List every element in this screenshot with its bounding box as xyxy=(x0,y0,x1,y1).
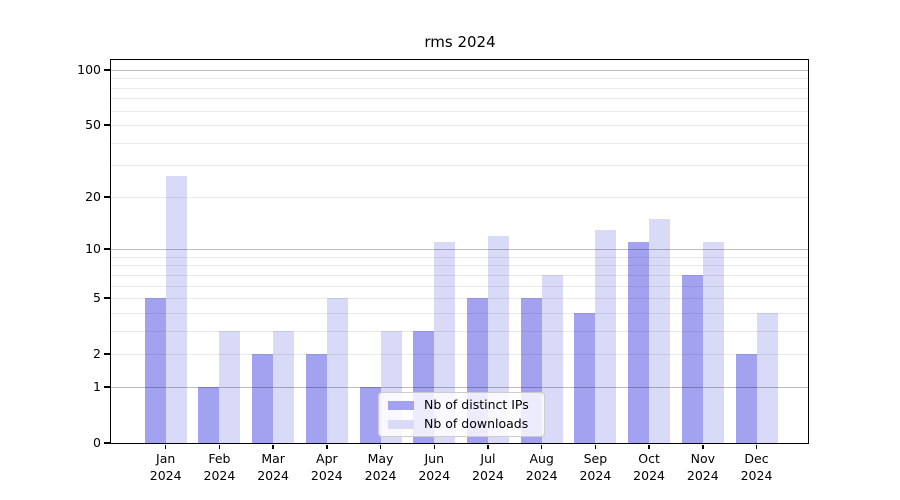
gridline-minor xyxy=(111,256,808,258)
legend-entry-downloads: Nb of downloads xyxy=(388,417,535,431)
gridline-minor xyxy=(111,125,808,127)
bar-distinct-ips-dec xyxy=(735,354,757,443)
gridline-minor xyxy=(111,78,808,80)
x-tick-mark xyxy=(487,444,489,449)
x-tick-mark xyxy=(433,444,435,449)
gridline-minor xyxy=(111,98,808,100)
bar-downloads-feb xyxy=(219,330,241,443)
gridline-minor xyxy=(111,285,808,287)
y-tick-mark xyxy=(104,442,110,444)
x-tick-mark xyxy=(755,444,758,449)
y-tick-label: 20 xyxy=(85,188,101,204)
x-tick-label: May 2024 xyxy=(364,451,397,483)
y-tick-mark xyxy=(104,248,110,250)
y-tick-label: 2 xyxy=(93,346,101,362)
plot-area: 100 50 20 10 5 2 1 0 Jan 2024 Feb 2024 Mar 2024 Apr 202… xyxy=(77,59,809,483)
y-tick-label: 50 xyxy=(85,117,101,133)
bar-distinct-ips-mar xyxy=(252,354,274,443)
legend-swatch-downloads xyxy=(388,419,414,429)
x-tick-label: Feb 2024 xyxy=(203,451,236,483)
x-tick-label: Jul 2024 xyxy=(472,451,504,483)
legend-label-downloads: Nb of downloads xyxy=(424,416,529,431)
y-tick-mark xyxy=(104,69,110,71)
x-tick-label: Mar 2024 xyxy=(257,451,290,483)
bar-downloads-oct xyxy=(649,218,671,443)
y-tick-label: 100 xyxy=(77,61,101,77)
chart-title: rms 2024 xyxy=(424,33,496,51)
bar-distinct-ips-may xyxy=(359,386,381,443)
y-tick-label: 1 xyxy=(93,378,101,394)
gridline-minor xyxy=(111,312,808,314)
x-tick-label: Jun 2024 xyxy=(418,451,451,483)
x-tick-label: Apr 2024 xyxy=(310,451,343,483)
gridline-minor xyxy=(111,330,808,332)
x-tick-label: Dec 2024 xyxy=(740,451,773,483)
x-tick-label: Aug 2024 xyxy=(525,451,558,483)
x-tick-label: Oct 2024 xyxy=(633,451,665,483)
gridline-minor xyxy=(111,110,808,112)
x-tick-mark xyxy=(272,444,274,449)
x-tick-mark xyxy=(594,444,597,449)
gridline-minor xyxy=(111,196,808,198)
x-tick-mark xyxy=(164,444,167,449)
x-tick-mark xyxy=(648,444,650,449)
bar-downloads-jan xyxy=(165,176,187,443)
legend: Nb of distinct IPs Nb of downloads xyxy=(378,392,545,437)
bar-downloads-mar xyxy=(273,330,295,443)
bar-distinct-ips-jan xyxy=(144,298,166,443)
x-tick-mark xyxy=(379,444,382,449)
gridline-minor xyxy=(111,87,808,89)
bar-downloads-aug xyxy=(541,274,563,443)
bar-downloads-sep xyxy=(595,229,617,443)
x-tick-label: Nov 2024 xyxy=(686,451,719,483)
bar-downloads-apr xyxy=(326,298,348,443)
gridline-major xyxy=(111,69,808,71)
y-tick-mark xyxy=(104,386,110,388)
x-tick-mark xyxy=(218,444,221,449)
gridline-minor xyxy=(111,354,808,356)
x-tick-label: Jan 2024 xyxy=(149,451,182,483)
gridline-major xyxy=(111,249,808,251)
y-tick-label: 10 xyxy=(85,241,101,257)
bar-downloads-nov xyxy=(702,242,724,443)
y-tick-mark xyxy=(104,124,110,126)
bar-distinct-ips-sep xyxy=(574,312,596,443)
y-tick-label: 5 xyxy=(93,290,101,306)
legend-label-distinct-ips: Nb of distinct IPs xyxy=(424,397,529,412)
bar-downloads-dec xyxy=(756,312,778,443)
bar-distinct-ips-oct xyxy=(628,242,650,443)
y-tick-label: 0 xyxy=(93,435,101,450)
y-tick-mark xyxy=(104,353,110,355)
x-tick-mark xyxy=(540,444,543,449)
bar-downloads-jul xyxy=(487,235,509,443)
y-tick-mark xyxy=(104,196,110,198)
gridline-minor xyxy=(111,265,808,267)
x-tick-label: Sep 2024 xyxy=(579,451,612,483)
x-tick-mark xyxy=(702,444,704,449)
gridline-minor xyxy=(111,274,808,276)
x-tick-mark xyxy=(326,444,328,449)
bar-distinct-ips-feb xyxy=(198,386,220,443)
legend-entry-distinct-ips: Nb of distinct IPs xyxy=(388,398,535,412)
legend-swatch-distinct-ips xyxy=(388,400,414,410)
gridline-minor xyxy=(111,165,808,167)
gridline-minor xyxy=(111,142,808,144)
gridline-major xyxy=(111,386,808,388)
gridline-minor xyxy=(111,298,808,300)
y-tick-mark xyxy=(104,297,110,299)
bar-distinct-ips-apr xyxy=(305,354,327,443)
bar-distinct-ips-nov xyxy=(681,274,703,443)
